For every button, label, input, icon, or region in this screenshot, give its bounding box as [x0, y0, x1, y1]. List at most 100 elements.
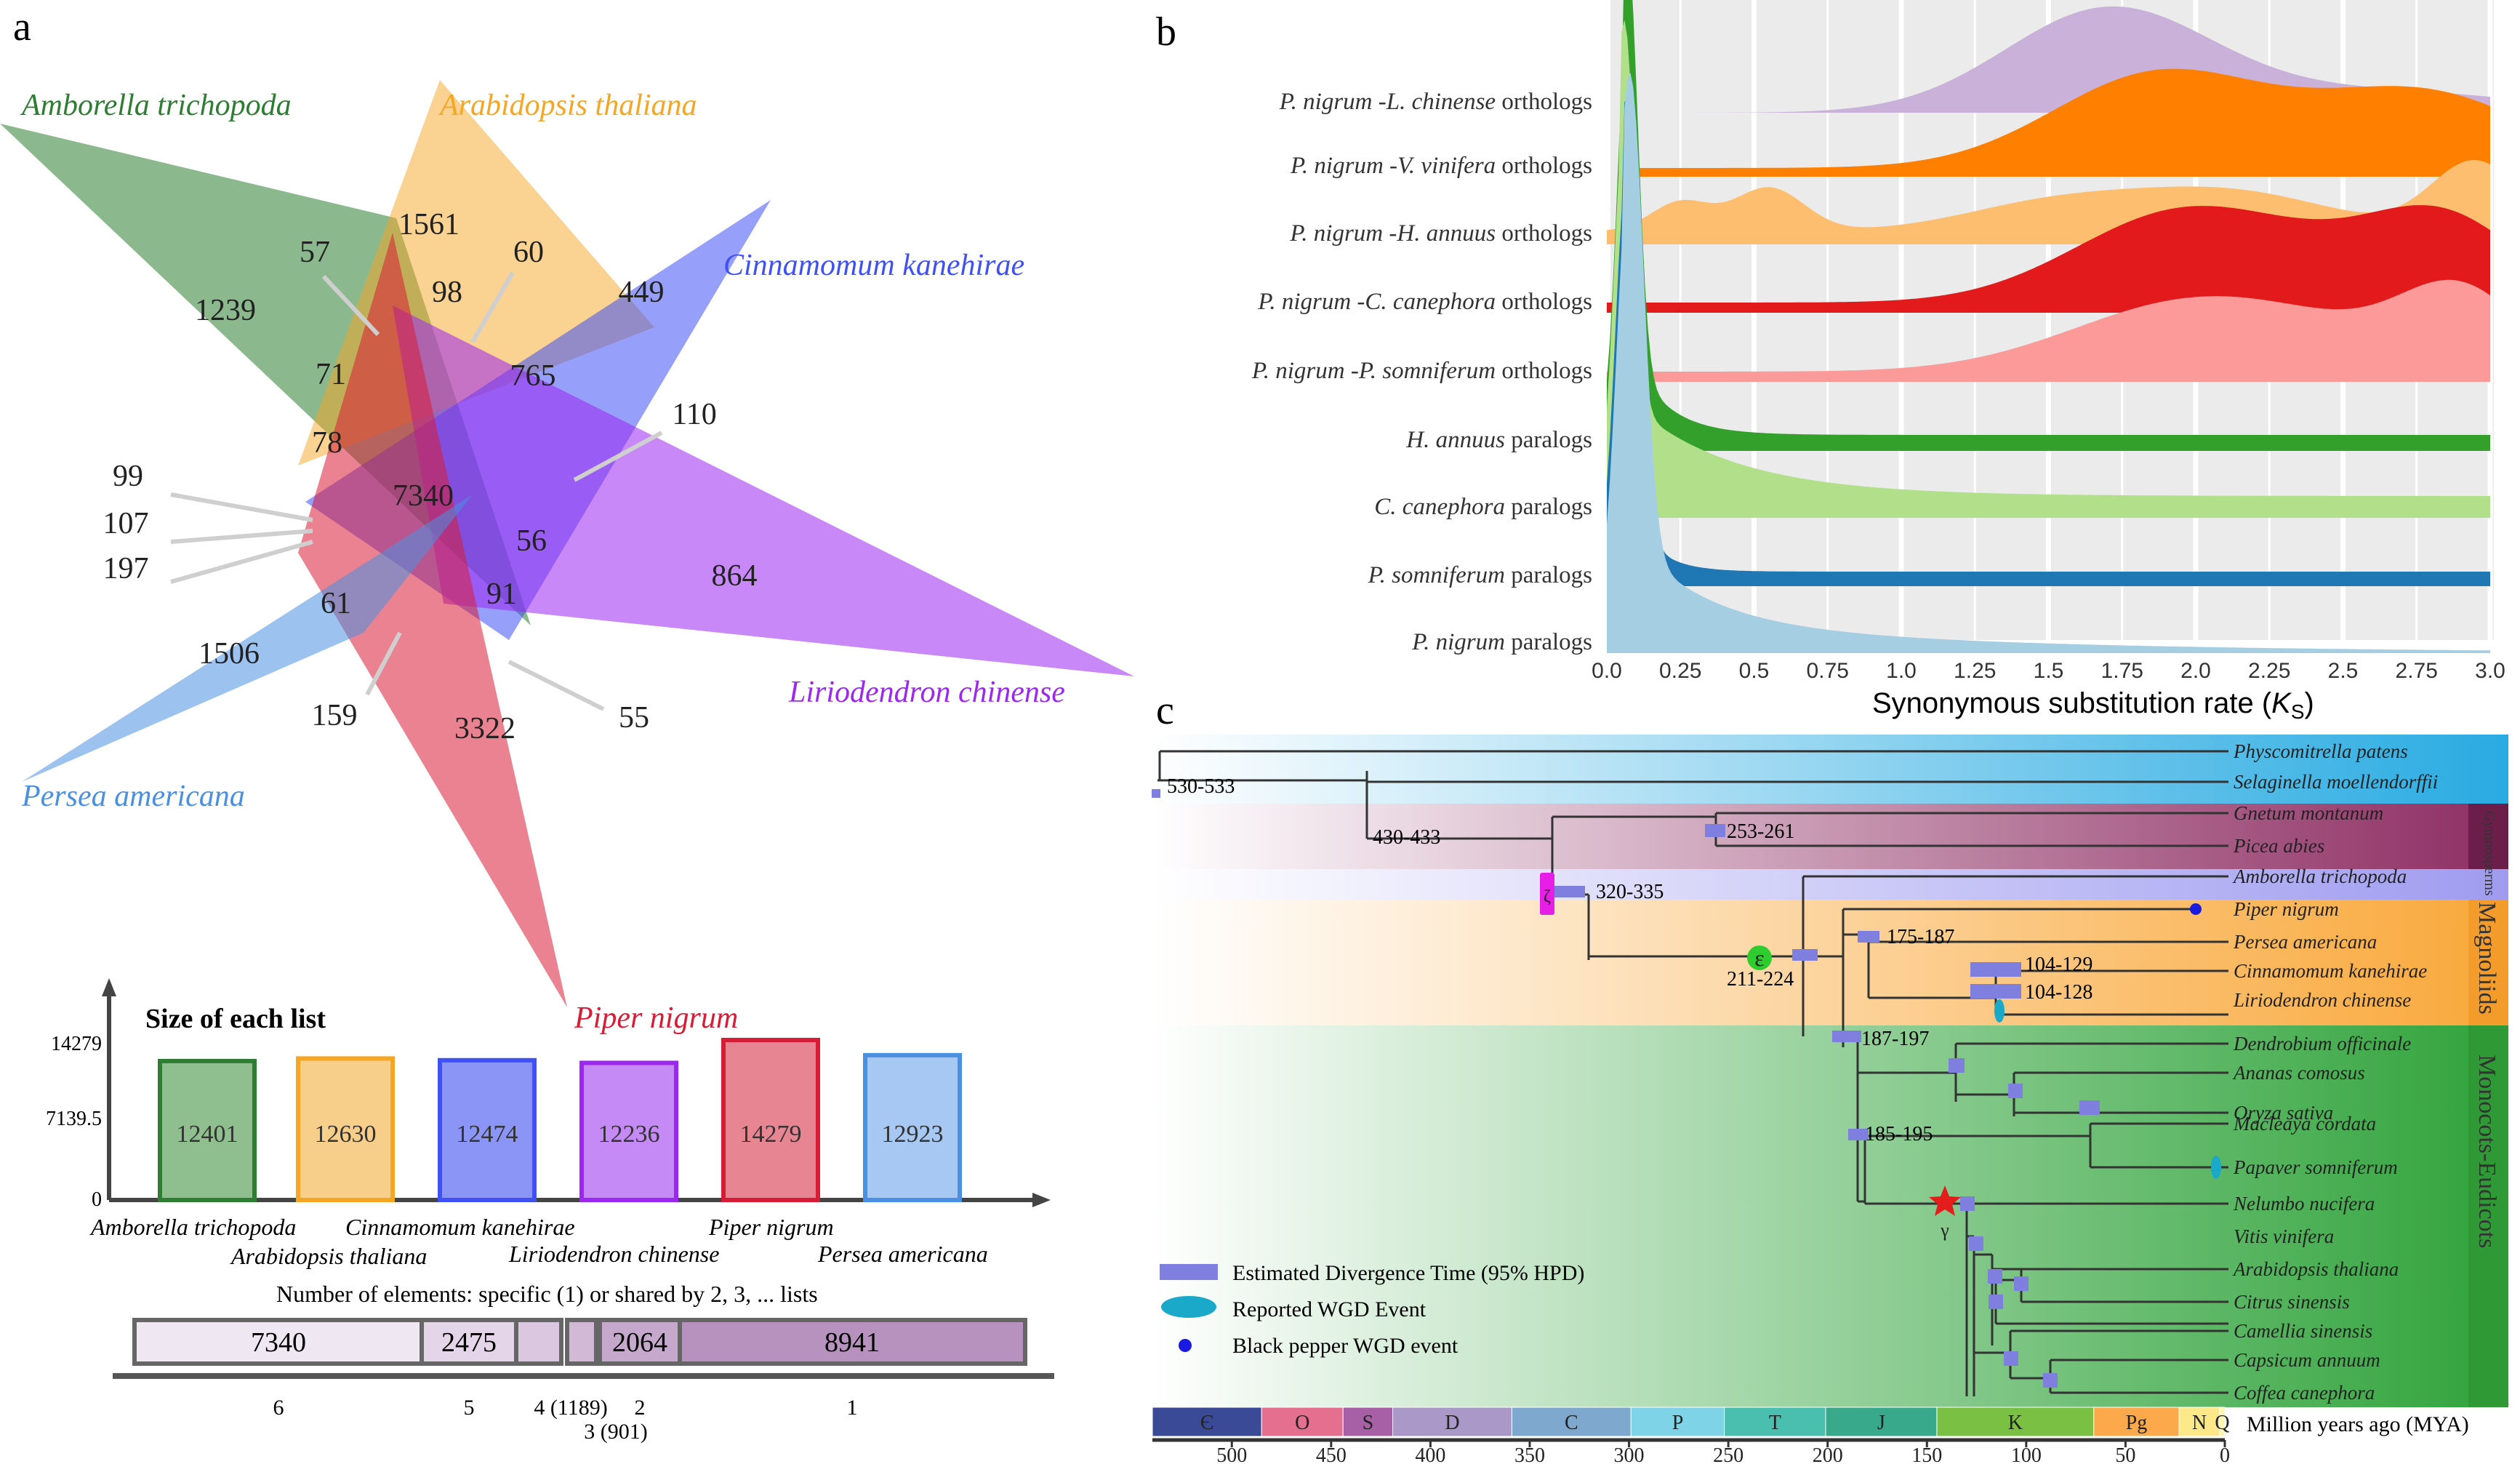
venn-region-persea — [22, 495, 473, 782]
period-label: Q — [2215, 1412, 2229, 1434]
venn-count: 110 — [672, 398, 716, 431]
geologic-period — [1724, 1407, 1826, 1437]
ks-row-label: H. annuus paralogs — [1405, 427, 1592, 453]
venn-region-liriodendron — [393, 305, 1134, 676]
panel-a-label: a — [13, 4, 31, 49]
bar-x-label: Liriodendron chinense — [508, 1241, 719, 1267]
label-cinnamomum: Cinnamomum kanehirae — [723, 249, 1024, 282]
ks-x-tick: 1.25 — [1954, 659, 1996, 683]
ks-x-axis-title: Synonymous substitution rate (KS) — [1872, 687, 2314, 723]
list-size-bar — [158, 1058, 257, 1203]
period-label: Є — [1200, 1412, 1213, 1434]
y-axis-arrow — [102, 978, 116, 996]
venn-count: 197 — [103, 552, 149, 585]
ks-x-tick: 2.5 — [2328, 659, 2359, 683]
venn-count: 56 — [516, 524, 547, 558]
taxon-label: Vitis vinifera — [2234, 1225, 2334, 1247]
venn-count: 864 — [712, 559, 758, 593]
venn-species-labels: Amborella trichopoda Arabidopsis thalian… — [20, 89, 1065, 1035]
list-size-bar — [296, 1056, 395, 1202]
ks-x-tick: 1.5 — [2034, 659, 2064, 683]
panel-c: c Gymnosperms Magnoliids Monocots-Eudico… — [1152, 688, 2508, 1464]
period-label: P — [1672, 1412, 1684, 1434]
venn-count: 78 — [312, 426, 342, 460]
geologic-period — [2178, 1407, 2220, 1437]
shared-value: 2064 — [612, 1327, 667, 1358]
node-age: 253-261 — [1727, 820, 1794, 843]
zeta-wgd-marker — [1540, 873, 1554, 915]
epsilon-wgd-marker — [1747, 945, 1772, 970]
node-age: 187-197 — [1861, 1028, 1929, 1050]
geologic-period — [1261, 1407, 1344, 1437]
ks-ridge — [1607, 72, 2490, 653]
shared-value: 2475 — [441, 1327, 497, 1358]
legend: Estimated Divergence Time (95% HPD) Repo… — [1160, 1261, 1584, 1358]
bar-x-label: Persea americana — [817, 1241, 988, 1267]
period-label: S — [1363, 1412, 1374, 1434]
ks-row-label: P. nigrum -C. canephora orthologs — [1257, 289, 1592, 315]
list-size-bar-label: 12401 — [177, 1121, 238, 1148]
clade-band-bryophytes — [1152, 735, 2508, 804]
period-label: D — [1445, 1412, 1459, 1434]
clade-bar-gymno — [2468, 804, 2508, 869]
legend-bp-swatch — [1179, 1339, 1192, 1352]
taxon-label: Macleaya cordata — [2233, 1113, 2376, 1135]
epsilon-label: ε — [1754, 945, 1764, 971]
zeta-label: ζ — [1544, 887, 1551, 906]
list-size-bar — [438, 1057, 537, 1202]
list-size-bar-label: 12923 — [882, 1121, 944, 1148]
list-size-bars: 12401 12630 12474 12236 14279 12923 — [158, 1038, 962, 1203]
time-tick-label: 100 — [2011, 1444, 2042, 1464]
ks-x-tick: 1.75 — [2101, 659, 2143, 683]
node-age: 320-335 — [1596, 881, 1664, 903]
time-tick-label: 350 — [1514, 1444, 1545, 1464]
list-size-bar-label: 14279 — [740, 1121, 802, 1148]
time-tick-label: 0 — [2220, 1444, 2230, 1464]
shared-value: 8941 — [824, 1327, 880, 1358]
venn-count: 57 — [300, 236, 330, 269]
taxon-label: Liriodendron chinense — [2233, 989, 2411, 1011]
node-age: 185-195 — [1865, 1123, 1933, 1145]
taxon-label: Camellia sinensis — [2234, 1320, 2372, 1342]
label-liriodendron: Liriodendron chinense — [788, 676, 1065, 709]
shared-tick: 3 (901) — [584, 1420, 647, 1444]
node-age: 530-533 — [1167, 775, 1235, 798]
node-age: 104-128 — [2025, 981, 2092, 1004]
period-label: K — [2008, 1412, 2023, 1434]
time-tick-label: 300 — [1614, 1444, 1645, 1464]
legend-wgd-swatch — [1161, 1296, 1216, 1318]
label-amborella: Amborella trichopoda — [20, 89, 292, 122]
clade-label-magnoliids: Magnoliids — [2473, 902, 2500, 1015]
period-label: T — [1769, 1412, 1781, 1434]
period-label: J — [1877, 1412, 1885, 1434]
period-label: Pg — [2126, 1412, 2148, 1434]
venn-count: 1561 — [398, 208, 460, 241]
venn-count: 99 — [113, 460, 143, 493]
reported-wgd-marker — [2211, 1156, 2221, 1179]
time-tick-label: 150 — [1911, 1444, 1942, 1464]
venn-count: 98 — [432, 276, 462, 309]
node-age: 430-433 — [1373, 826, 1440, 849]
ks-row-label: P. nigrum paralogs — [1411, 629, 1592, 655]
node-age: 175-187 — [1887, 926, 1954, 948]
legend-hpd-swatch — [1160, 1264, 1218, 1280]
reported-wgd-marker — [1994, 999, 2005, 1023]
time-tick-label: 250 — [1713, 1444, 1743, 1464]
ks-x-tick: 2.75 — [2396, 659, 2438, 683]
time-tick-label: 200 — [1813, 1444, 1843, 1464]
venn-count: 107 — [103, 507, 149, 540]
gamma-wgd-star — [1929, 1185, 1961, 1216]
node-labels: 530-533 430-433 253-261 320-335 211-224 … — [1167, 775, 2092, 1145]
ks-ridges — [1607, 0, 2490, 653]
bar-x-label: Piper nigrum — [708, 1214, 834, 1240]
clade-bar-monoeu — [2468, 1025, 2508, 1407]
taxa-labels: Physcomitrella patens Selaginella moellen… — [2232, 740, 2438, 1404]
taxon-label: Nelumbo nucifera — [2233, 1193, 2375, 1215]
taxon-label: Persea americana — [2233, 931, 2377, 953]
shared-elements-chart: Number of elements: specific (1) or shar… — [113, 1281, 1054, 1444]
ks-x-tick: 2.0 — [2180, 659, 2211, 683]
shared-title: Number of elements: specific (1) or shar… — [276, 1281, 818, 1307]
black-pepper-wgd-marker — [2190, 903, 2202, 915]
